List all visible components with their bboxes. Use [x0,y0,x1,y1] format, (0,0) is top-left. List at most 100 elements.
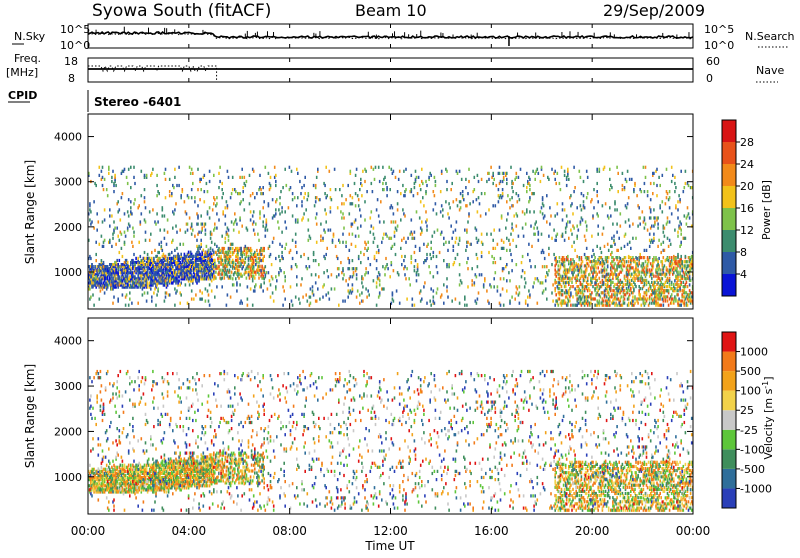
echo-cell [325,212,327,215]
echo-cell [315,184,317,187]
echo-cell [278,255,280,258]
echo-cell [107,194,109,197]
echo-cell [581,256,583,259]
echo-cell [149,239,151,242]
echo-cell [376,208,378,211]
echo-cell [516,225,518,228]
echo-cell [688,184,690,187]
echo-cell [631,259,633,262]
echo-cell [532,170,534,173]
echo-cell [624,245,626,248]
echo-cell [525,223,527,226]
echo-cell [666,273,668,276]
echo-cell [276,198,278,201]
echo-cell [201,298,203,301]
echo-cell [406,267,408,270]
echo-cell [465,249,467,252]
echo-cell [351,243,353,246]
echo-cell [352,259,354,262]
echo-cell [376,267,378,270]
echo-cell [213,174,215,177]
echo-cell [423,204,425,207]
echo-cell [412,298,414,301]
echo-cell [673,271,675,274]
echo-cell [459,237,461,240]
echo-cell [240,263,242,266]
echo-cell [157,287,159,290]
noise-left-tick-low: 10^0 [60,39,90,52]
echo-cell [134,198,136,201]
echo-cell [284,247,286,250]
echo-cell [281,206,283,209]
echo-cell [531,245,533,248]
echo-cell [604,275,606,278]
echo-cell [115,184,117,187]
echo-cell [644,182,646,185]
echo-cell [557,233,559,236]
echo-cell [604,289,606,292]
echo-cell [361,194,363,197]
echo-cell [492,204,494,207]
echo-cell [677,231,679,234]
echo-cell [364,247,366,250]
echo-cell [214,223,216,226]
echo-cell [186,212,188,215]
echo-cell [234,212,236,215]
echo-cell [300,192,302,195]
echo-cell [467,220,469,223]
echo-cell [551,237,553,240]
echo-cell [677,293,679,296]
echo-cell [284,210,286,213]
echo-cell [644,283,646,286]
echo-cell [231,192,233,195]
echo-cell [188,251,190,254]
echo-cell [145,231,147,234]
echo-cell [486,180,488,183]
echo-cell [212,208,214,211]
echo-cell [291,265,293,268]
echo-cell [144,174,146,177]
echo-cell [492,261,494,264]
echo-cell [503,304,505,307]
echo-cell [356,277,358,280]
echo-cell [230,265,232,268]
echo-cell [633,287,635,290]
echo-cell [272,241,274,244]
echo-cell [687,260,689,263]
echo-cell [104,218,106,221]
echo-cell [151,281,153,284]
echo-cell [209,180,211,183]
station-title: Syowa South (fitACF) [92,1,271,21]
echo-cell [616,166,618,169]
echo-cell [259,174,261,177]
echo-cell [512,190,514,193]
echo-cell [646,249,648,252]
echo-cell [669,206,671,209]
echo-cell [495,261,497,264]
echo-cell [632,237,634,240]
echo-cell [490,166,492,169]
echo-cell [382,166,384,169]
echo-cell [468,212,470,215]
echo-cell [572,285,574,288]
echo-cell [435,180,437,183]
echo-cell [629,283,631,286]
echo-cell [179,302,181,305]
echo-cell [367,257,369,260]
echo-cell [529,184,531,187]
echo-cell [175,202,177,205]
echo-cell [668,259,670,262]
echo-cell [441,204,443,207]
echo-cell [307,300,309,303]
echo-cell [245,245,247,248]
echo-cell [476,198,478,201]
echo-cell [216,212,218,215]
echo-cell [608,249,610,252]
echo-cell [230,255,232,258]
echo-cell [677,200,679,203]
echo-cell [214,227,216,230]
echo-cell [566,304,568,307]
echo-cell [545,275,547,278]
echo-cell [555,182,557,185]
echo-cell [642,277,644,280]
